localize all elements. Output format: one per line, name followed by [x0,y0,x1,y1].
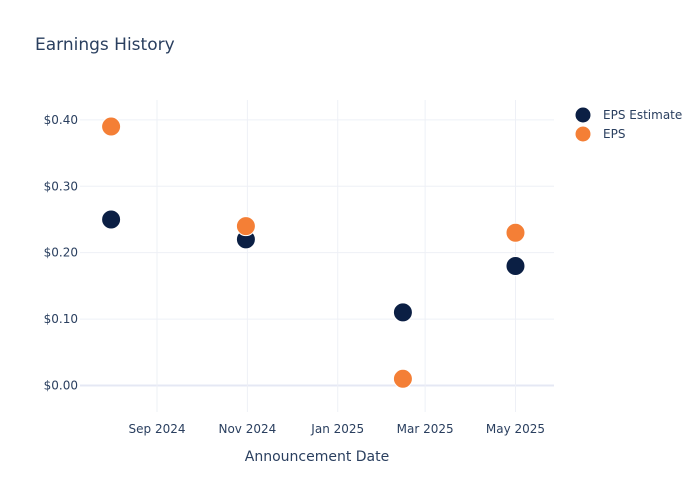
data-point-eps[interactable] [235,216,256,237]
x-tick-label: Sep 2024 [129,422,186,436]
y-tick-label: $0.00 [44,378,78,392]
x-axis-title: Announcement Date [245,449,389,465]
data-point-eps[interactable] [101,116,122,137]
y-tick-label: $0.30 [44,179,78,193]
x-tick-label: Nov 2024 [218,422,276,436]
x-tick-label: Jan 2025 [310,422,364,436]
legend-label: EPS Estimate [603,108,682,122]
chart-title: Earnings History [35,35,175,55]
y-tick-label: $0.40 [44,113,78,127]
legend-item[interactable]: EPS Estimate [574,106,682,124]
x-axis-ticks: Sep 2024 Nov 2024 Jan 2025 Mar 2025 May 2025 [129,422,546,436]
data-points [101,116,526,389]
x-tick-label: May 2025 [486,422,545,436]
data-point-eps-estimate[interactable] [392,302,413,323]
grid [80,100,554,412]
y-tick-label: $0.20 [44,246,78,260]
legend: EPS Estimate EPS [574,106,682,143]
data-point-eps[interactable] [505,222,526,243]
y-axis-ticks: $0.00 $0.10 $0.20 $0.30 $0.40 [44,113,78,393]
legend-marker [574,125,592,143]
data-point-eps-estimate[interactable] [101,209,122,230]
legend-label: EPS [603,127,625,141]
legend-item[interactable]: EPS [574,125,625,143]
y-tick-label: $0.10 [44,312,78,326]
series-eps-estimate [101,209,526,323]
series-eps [101,116,526,389]
data-point-eps-estimate[interactable] [505,255,526,276]
x-tick-label: Mar 2025 [397,422,454,436]
legend-marker [574,106,592,124]
data-point-eps[interactable] [392,368,413,389]
